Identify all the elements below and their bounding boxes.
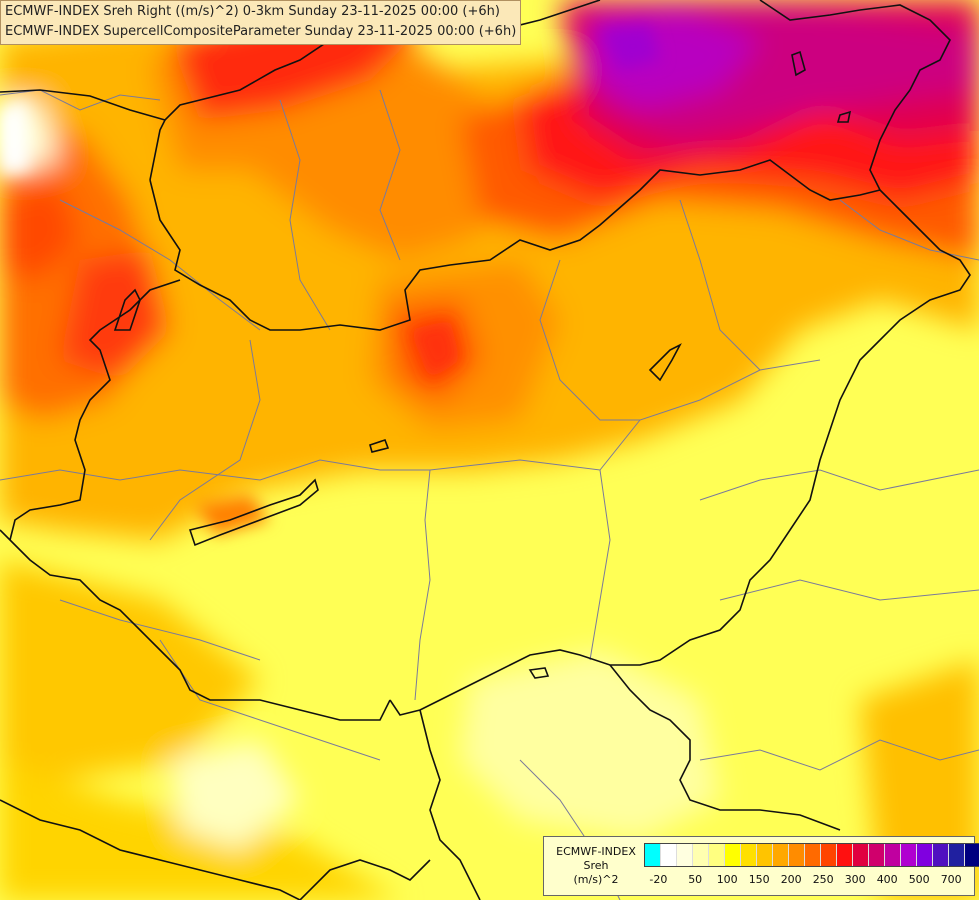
legend-swatch — [805, 844, 821, 866]
legend-variable: Sreh — [583, 859, 609, 872]
legend-tick-label: 50 — [688, 873, 703, 886]
legend-tick-label: 150 — [748, 873, 770, 886]
region-borders — [0, 89, 979, 900]
legend-swatch — [933, 844, 949, 866]
legend-tick-label: 700 — [940, 873, 962, 886]
legend-swatch — [677, 844, 693, 866]
legend-color-scale — [644, 843, 979, 867]
legend-swatch — [821, 844, 837, 866]
title-line-2: ECMWF-INDEX SupercellCompositeParameter … — [5, 24, 517, 39]
legend-unit: (m/s)^2 — [573, 873, 619, 886]
legend-tick-label: 250 — [812, 873, 834, 886]
legend-tick-label: -20 — [649, 873, 668, 886]
legend-tick-labels: -20 50 100 150 200 250 300 400 500 700 — [644, 873, 969, 889]
legend-swatch — [789, 844, 805, 866]
title-line-1: ECMWF-INDEX Sreh Right ((m/s)^2) 0-3km S… — [5, 4, 500, 19]
legend-tick-label: 300 — [844, 873, 866, 886]
map-title-box: ECMWF-INDEX Sreh Right ((m/s)^2) 0-3km S… — [0, 0, 522, 45]
legend-source: ECMWF-INDEX — [556, 845, 636, 858]
legend-swatch — [725, 844, 741, 866]
legend-swatch — [645, 844, 661, 866]
legend-swatch — [757, 844, 773, 866]
legend-swatch — [709, 844, 725, 866]
legend-swatch — [693, 844, 709, 866]
legend-tick-label: 100 — [716, 873, 738, 886]
legend-tick-label: 200 — [780, 873, 802, 886]
legend-swatch — [773, 844, 789, 866]
legend-swatch — [949, 844, 965, 866]
legend-label: ECMWF-INDEX Sreh (m/s)^2 — [548, 845, 644, 887]
legend-swatch — [869, 844, 885, 866]
legend-swatch — [853, 844, 869, 866]
legend-swatch — [837, 844, 853, 866]
legend-swatch — [661, 844, 677, 866]
legend-tick-label: 500 — [908, 873, 930, 886]
legend-swatch — [885, 844, 901, 866]
color-legend: ECMWF-INDEX Sreh (m/s)^2 -20 50 100 150 200 2… — [543, 836, 979, 896]
legend-swatch — [901, 844, 917, 866]
legend-swatch — [917, 844, 933, 866]
legend-tick-label: 400 — [876, 873, 898, 886]
legend-swatch — [741, 844, 757, 866]
legend-swatch — [965, 844, 979, 866]
